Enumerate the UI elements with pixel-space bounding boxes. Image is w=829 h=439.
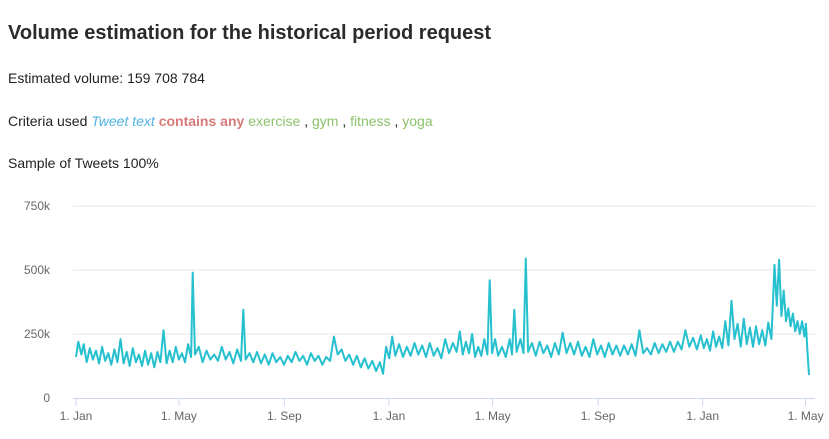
x-tick-label: 1. May [475, 409, 511, 423]
criteria-keyword: gym [312, 113, 339, 129]
page-title: Volume estimation for the historical per… [8, 22, 492, 44]
x-tick-label: 1. May [161, 409, 197, 423]
y-tick-label: 750k [24, 199, 51, 213]
x-tick-label: 1. Sep [267, 409, 302, 423]
criteria-line: Criteria used Tweet text contains any ex… [8, 113, 433, 129]
criteria-label: Criteria used [8, 113, 88, 129]
x-tick-label: 1. May [788, 409, 824, 423]
grid-lines [73, 205, 815, 335]
x-tick-label: 1. Sep [581, 409, 616, 423]
y-axis-ticks: 0 250k 500k 750k [24, 199, 51, 405]
criteria-keyword: yoga [402, 113, 433, 129]
x-tick-label: 1. Jan [60, 409, 93, 423]
y-tick-label: 250k [24, 327, 51, 341]
criteria-keyword: fitness [350, 113, 391, 129]
x-tick-label: 1. Jan [373, 409, 406, 423]
keyword-separator: , [304, 113, 309, 129]
estimated-volume-label: Estimated volume: [8, 70, 124, 86]
y-tick-label: 500k [24, 263, 51, 277]
keyword-separator: , [342, 113, 347, 129]
criteria-operator: contains any [158, 113, 245, 129]
estimated-volume-value: 159 708 784 [127, 70, 205, 86]
y-tick-label: 0 [43, 391, 50, 405]
keyword-separator: , [394, 113, 399, 129]
criteria-keyword: exercise [248, 113, 301, 129]
x-tick-label: 1. Jan [686, 409, 719, 423]
series-line [75, 257, 810, 376]
estimated-volume-line: Estimated volume: 159 708 784 [8, 70, 205, 86]
sample-text: Sample of Tweets 100% [8, 155, 159, 171]
criteria-field: Tweet text [91, 113, 155, 129]
x-axis-ticks: 1. Jan 1. May 1. Sep 1. Jan 1. May 1. Sep 1. J… [60, 398, 824, 423]
